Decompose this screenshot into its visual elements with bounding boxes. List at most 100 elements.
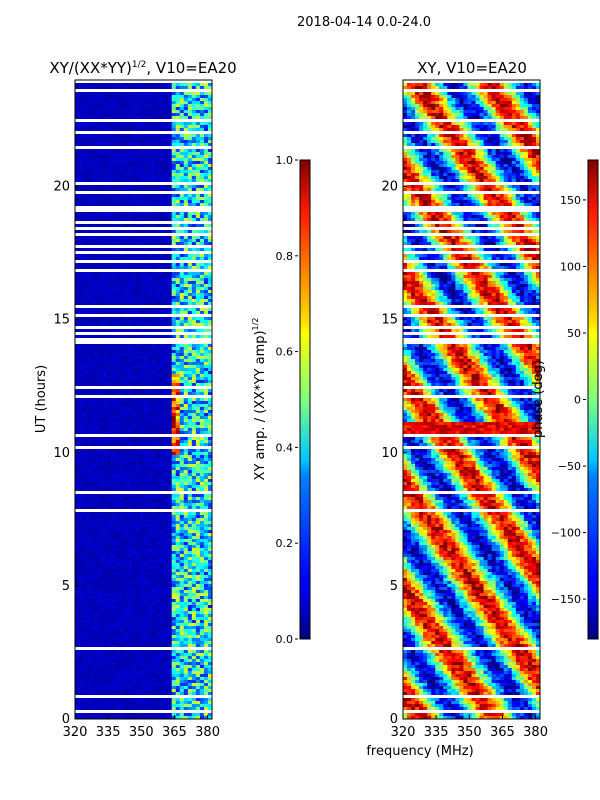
left-heatmap-cell	[175, 281, 181, 284]
left-heatmap-cell	[203, 575, 209, 578]
left-heatmap-cell	[183, 593, 189, 596]
left-heatmap-cell	[75, 140, 80, 143]
left-heatmap-cell	[83, 263, 88, 266]
left-heatmap-cell	[155, 371, 161, 374]
left-heatmap-cell	[147, 311, 152, 314]
left-heatmap-cell	[131, 167, 136, 170]
left-heatmap-cell	[75, 398, 80, 401]
left-heatmap-cell	[175, 404, 181, 407]
left-heatmap-cell	[79, 302, 84, 305]
left-heatmap-cell	[123, 218, 128, 221]
left-heatmap-cell	[167, 569, 173, 572]
left-heatmap-cell	[151, 479, 156, 482]
left-heatmap-cell	[91, 506, 96, 509]
left-heatmap-cell	[175, 488, 181, 491]
left-heatmap-cell	[131, 152, 136, 155]
left-heatmap-cell	[119, 566, 124, 569]
left-heatmap-cell	[87, 524, 92, 527]
left-heatmap-cell	[195, 317, 201, 320]
left-heatmap-cell	[155, 506, 161, 509]
left-heatmap-cell	[79, 440, 84, 443]
left-heatmap-cell	[191, 284, 197, 287]
left-heatmap-cell	[107, 578, 112, 581]
left-heatmap-cell	[207, 374, 213, 377]
left-heatmap-cell	[99, 200, 104, 203]
left-heatmap-cell	[107, 404, 112, 407]
left-heatmap-cell	[87, 203, 92, 206]
left-heatmap-cell	[207, 470, 213, 473]
left-heatmap-cell	[167, 215, 173, 218]
left-heatmap-cell	[159, 254, 165, 257]
left-heatmap-cell	[135, 308, 140, 311]
left-heatmap-cell	[95, 440, 100, 443]
left-heatmap-cell	[79, 173, 84, 176]
left-heatmap-cell	[163, 140, 169, 143]
left-heatmap-cell	[91, 353, 96, 356]
left-heatmap-cell	[191, 599, 197, 602]
left-heatmap-cell	[199, 440, 205, 443]
left-heatmap-cell	[95, 95, 100, 98]
left-heatmap-cell	[151, 383, 156, 386]
left-heatmap-cell	[167, 278, 173, 281]
left-heatmap-cell	[139, 281, 144, 284]
left-heatmap-cell	[207, 203, 213, 206]
left-heatmap-cell	[155, 524, 161, 527]
left-heatmap-cell	[207, 392, 213, 395]
left-heatmap-cell	[127, 329, 132, 332]
left-heatmap-cell	[195, 476, 201, 479]
left-heatmap-cell	[203, 440, 209, 443]
left-heatmap-cell	[143, 236, 148, 239]
left-heatmap-cell	[147, 128, 152, 131]
left-heatmap-cell	[115, 218, 120, 221]
left-heatmap-cell	[131, 374, 136, 377]
left-heatmap-cell	[171, 527, 177, 530]
left-heatmap-cell	[187, 482, 193, 485]
left-heatmap-cell	[155, 503, 161, 506]
left-heatmap-cell	[139, 188, 144, 191]
left-heatmap-cell	[111, 284, 116, 287]
left-heatmap-cell	[79, 455, 84, 458]
left-heatmap-cell	[175, 503, 181, 506]
left-heatmap-cell	[115, 407, 120, 410]
left-heatmap-cell	[179, 548, 185, 551]
left-heatmap-cell	[171, 485, 177, 488]
left-heatmap-cell	[111, 545, 116, 548]
left-heatmap-cell	[95, 215, 100, 218]
left-heatmap-cell	[175, 239, 181, 242]
left-heatmap-cell	[75, 215, 80, 218]
left-heatmap-cell	[119, 587, 124, 590]
left-heatmap-cell	[183, 353, 189, 356]
left-heatmap-cell	[147, 242, 152, 245]
left-heatmap-cell	[95, 530, 100, 533]
left-heatmap-cell	[107, 218, 112, 221]
left-heatmap-cell	[139, 344, 144, 347]
left-heatmap-cell	[103, 155, 108, 158]
left-heatmap-cell	[191, 278, 197, 281]
left-heatmap-cell	[143, 257, 148, 260]
left-heatmap-cell	[159, 134, 165, 137]
left-heatmap-cell	[143, 194, 148, 197]
left-heatmap-cell	[115, 464, 120, 467]
left-heatmap-cell	[131, 377, 136, 380]
left-heatmap-cell	[91, 572, 96, 575]
left-heatmap-cell	[187, 128, 193, 131]
left-heatmap-cell	[135, 356, 140, 359]
left-heatmap-cell	[199, 398, 205, 401]
left-heatmap-cell	[207, 488, 213, 491]
left-heatmap-cell	[203, 551, 209, 554]
left-heatmap-cell	[167, 428, 173, 431]
left-heatmap-cell	[111, 392, 116, 395]
left-heatmap-cell	[163, 215, 169, 218]
left-heatmap-cell	[103, 83, 108, 86]
left-heatmap-cell	[131, 425, 136, 428]
left-heatmap-cell	[123, 203, 128, 206]
left-heatmap-cell	[107, 356, 112, 359]
left-heatmap-cell	[111, 287, 116, 290]
left-heatmap-cell	[127, 452, 132, 455]
left-heatmap-cell	[155, 344, 161, 347]
left-heatmap-cell	[183, 143, 189, 146]
left-heatmap-cell	[111, 599, 116, 602]
left-heatmap-cell	[175, 170, 181, 173]
left-heatmap-cell	[175, 494, 181, 497]
left-heatmap-cell	[171, 443, 177, 446]
